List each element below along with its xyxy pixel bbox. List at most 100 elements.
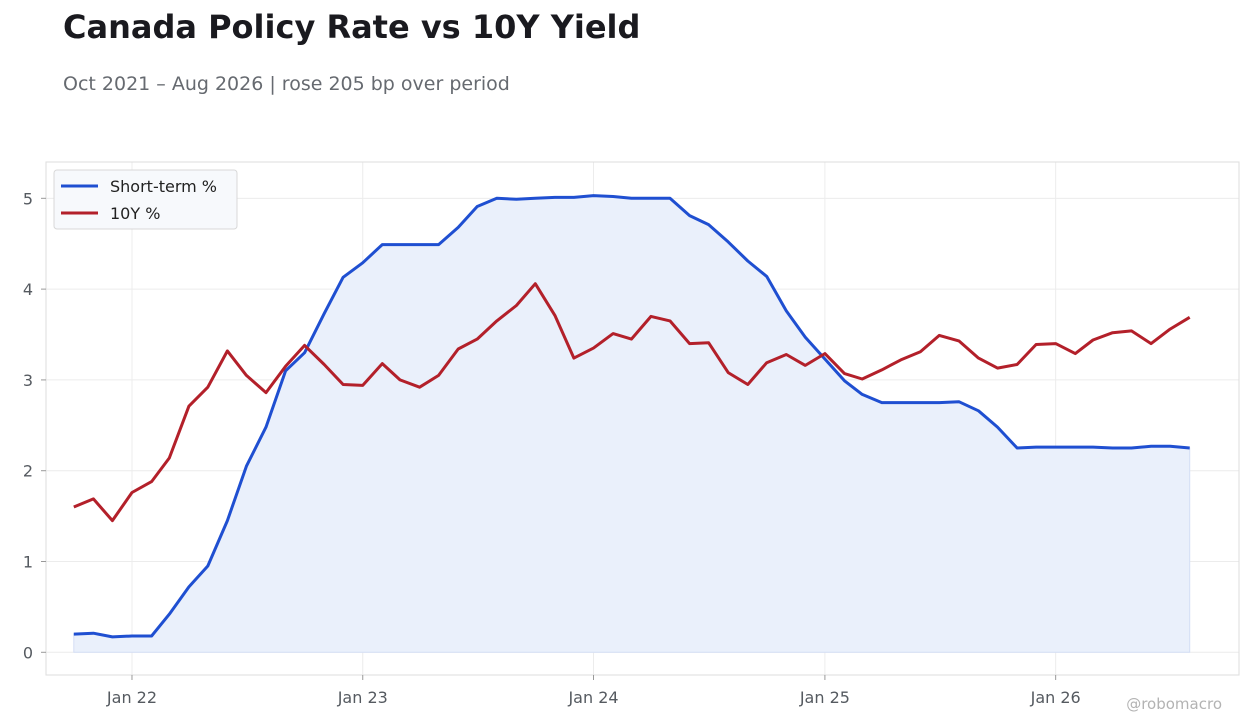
- data-point-short-term: [1092, 446, 1095, 449]
- y-tick-label: 5: [23, 189, 33, 208]
- chart-title: Canada Policy Rate vs 10Y Yield: [63, 8, 641, 46]
- data-point-10y: [727, 371, 730, 374]
- series-layer: [72, 194, 1191, 653]
- data-point-10y: [457, 348, 460, 351]
- data-point-10y: [515, 304, 518, 307]
- data-point-short-term: [765, 275, 768, 278]
- chart-subtitle: Oct 2021 – Aug 2026 | rose 205 bp over p…: [63, 73, 510, 95]
- x-tick-label: Jan 26: [1030, 688, 1081, 707]
- data-point-short-term: [1130, 447, 1133, 450]
- data-point-short-term: [495, 197, 498, 200]
- data-point-short-term: [92, 632, 95, 635]
- y-tick-label: 3: [23, 371, 33, 390]
- data-point-short-term: [131, 635, 134, 638]
- data-point-10y: [265, 391, 268, 394]
- data-point-short-term: [515, 198, 518, 201]
- data-point-10y: [418, 386, 421, 389]
- data-point-short-term: [746, 260, 749, 263]
- data-point-short-term: [861, 393, 864, 396]
- data-point-10y: [111, 519, 114, 522]
- data-point-10y: [938, 334, 941, 337]
- data-point-10y: [1074, 352, 1077, 355]
- data-point-10y: [688, 342, 691, 345]
- x-tick-label: Jan 22: [106, 688, 157, 707]
- data-point-10y: [131, 491, 134, 494]
- data-point-10y: [245, 374, 248, 377]
- y-tick-label: 1: [23, 553, 33, 572]
- data-point-10y: [361, 384, 364, 387]
- data-point-10y: [919, 350, 922, 353]
- data-point-short-term: [399, 243, 402, 246]
- data-point-10y: [92, 497, 95, 500]
- data-point-short-term: [534, 197, 537, 200]
- data-point-short-term: [342, 276, 345, 279]
- data-point-short-term: [785, 309, 788, 312]
- x-axis-ticks: Jan 22 Jan 23 Jan 24 Jan 25 Jan 26: [106, 675, 1081, 707]
- data-point-short-term: [1054, 446, 1057, 449]
- data-point-10y: [1111, 331, 1114, 334]
- data-point-short-term: [361, 261, 364, 264]
- data-point-10y: [72, 506, 75, 509]
- data-point-10y: [899, 358, 902, 361]
- data-point-short-term: [1035, 446, 1038, 449]
- data-point-10y: [187, 405, 190, 408]
- data-point-10y: [1169, 328, 1172, 331]
- data-point-10y: [437, 374, 440, 377]
- data-point-short-term: [688, 214, 691, 217]
- x-tick-label: Jan 24: [567, 688, 618, 707]
- data-point-10y: [765, 361, 768, 364]
- data-point-short-term: [1016, 447, 1019, 450]
- data-point-10y: [323, 363, 326, 366]
- data-point-short-term: [804, 336, 807, 339]
- data-point-10y: [572, 357, 575, 360]
- data-point-short-term: [381, 243, 384, 246]
- data-point-short-term: [1074, 446, 1077, 449]
- data-point-short-term: [880, 401, 883, 404]
- data-point-short-term: [612, 195, 615, 198]
- data-point-10y: [977, 357, 980, 360]
- x-tick-label: Jan 23: [337, 688, 388, 707]
- data-point-short-term: [226, 519, 229, 522]
- data-point-short-term: [1150, 445, 1153, 448]
- data-point-10y: [612, 332, 615, 335]
- data-point-short-term: [669, 197, 672, 200]
- data-point-short-term: [899, 401, 902, 404]
- data-point-short-term: [187, 585, 190, 588]
- watermark: @robomacro: [1126, 695, 1222, 713]
- data-point-10y: [150, 480, 153, 483]
- data-point-10y: [630, 338, 633, 341]
- data-point-10y: [303, 344, 306, 347]
- data-point-10y: [880, 368, 883, 371]
- data-point-short-term: [592, 194, 595, 197]
- data-point-10y: [1092, 339, 1095, 342]
- data-point-short-term: [553, 196, 556, 199]
- data-point-short-term: [727, 240, 730, 243]
- legend: Short-term % 10Y %: [53, 169, 238, 230]
- legend-box: [53, 169, 238, 230]
- data-point-10y: [1150, 342, 1153, 345]
- y-axis-ticks: 0 1 2 3 4 5: [23, 189, 46, 662]
- data-point-10y: [861, 378, 864, 381]
- series-line-short-term: [73, 194, 1190, 639]
- series-area-short-term: [73, 195, 1191, 653]
- series-line-10y: [73, 282, 1191, 523]
- data-point-short-term: [630, 197, 633, 200]
- x-tick-label: Jan 25: [799, 688, 850, 707]
- data-point-short-term: [1111, 447, 1114, 450]
- data-point-short-term: [957, 400, 960, 403]
- data-point-10y: [823, 352, 826, 355]
- data-point-short-term: [938, 401, 941, 404]
- data-point-short-term: [977, 409, 980, 412]
- data-point-10y: [1130, 329, 1133, 332]
- data-point-short-term: [476, 205, 479, 208]
- data-point-10y: [534, 282, 537, 285]
- data-point-10y: [284, 365, 287, 368]
- data-point-10y: [206, 386, 209, 389]
- data-point-10y: [804, 364, 807, 367]
- data-point-short-term: [650, 197, 653, 200]
- data-point-10y: [399, 378, 402, 381]
- data-point-10y: [707, 341, 710, 344]
- data-point-10y: [226, 349, 229, 352]
- data-point-10y: [650, 315, 653, 318]
